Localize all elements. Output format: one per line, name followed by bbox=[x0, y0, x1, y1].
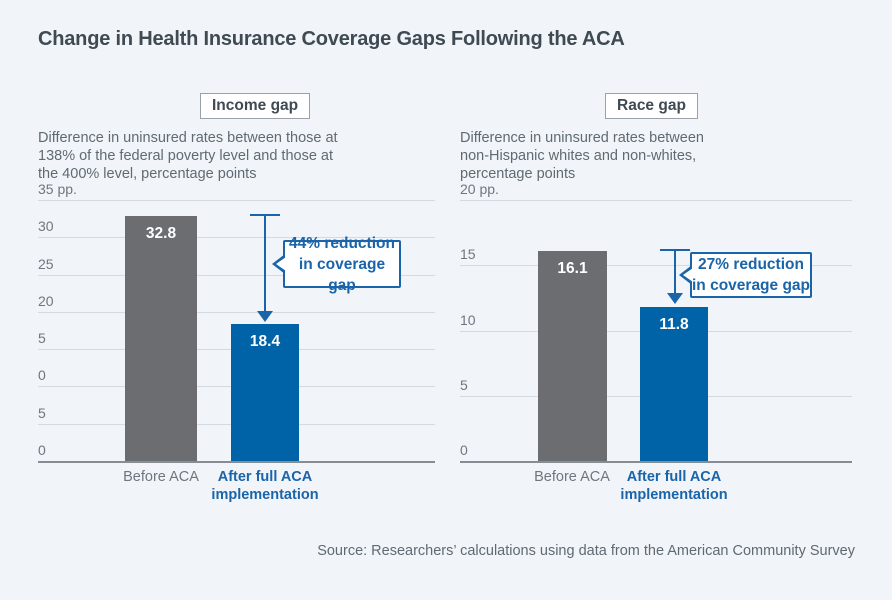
reduction-arrow-icon bbox=[667, 293, 683, 304]
race-gap-plot: 16.1 11.8 27% reduction in coverage gap … bbox=[460, 181, 852, 463]
subtitle-line: 138% of the federal poverty level and th… bbox=[38, 148, 334, 164]
page-title: Change in Health Insurance Coverage Gaps… bbox=[38, 28, 625, 50]
income-gap-subtitle: Difference in uninsured rates between th… bbox=[38, 129, 418, 183]
subtitle-line: percentage points bbox=[460, 166, 576, 182]
reduction-callout: 27% reduction in coverage gap bbox=[679, 252, 812, 298]
bar-before-aca: 16.1 bbox=[538, 251, 607, 461]
reduction-callout: 44% reduction in coverage gap bbox=[272, 235, 401, 294]
income-gap-plot: 32.8 18.4 44% reduction in coverage gap … bbox=[38, 181, 435, 463]
x-label-line: After full ACA bbox=[626, 469, 722, 485]
y-tick-label: 20 bbox=[38, 293, 54, 309]
y-gridline bbox=[38, 312, 435, 313]
x-label-line: implementation bbox=[211, 487, 319, 503]
subtitle-line: Difference in uninsured rates between th… bbox=[38, 130, 338, 146]
race-gap-subtitle: Difference in uninsured rates between no… bbox=[460, 129, 800, 183]
y-gridline bbox=[38, 237, 435, 238]
y-tick-label: 15 bbox=[460, 246, 476, 262]
y-gridline bbox=[460, 200, 852, 201]
y-tick-label: 20 pp. bbox=[460, 181, 499, 197]
y-tick-label: 35 pp. bbox=[38, 181, 77, 197]
y-tick-label: 5 bbox=[460, 377, 468, 393]
subtitle-line: non-Hispanic whites and non-whites, bbox=[460, 148, 697, 164]
reduction-arrow-icon bbox=[257, 311, 273, 322]
y-tick-label: 30 bbox=[38, 218, 54, 234]
bar-value-label: 16.1 bbox=[557, 260, 588, 277]
x-label-after-aca: After full ACA implementation bbox=[211, 468, 318, 504]
y-gridline bbox=[460, 265, 852, 266]
source-attribution: Source: Researchers’ calculations using … bbox=[317, 543, 855, 559]
reduction-arrow-line bbox=[674, 250, 676, 294]
bar-value-label: 18.4 bbox=[249, 333, 281, 350]
callout-text-line: in coverage gap bbox=[692, 277, 811, 294]
y-tick-label: 5 bbox=[38, 330, 46, 346]
reduction-arrow-line bbox=[264, 215, 266, 312]
x-label-before-aca: Before ACA bbox=[123, 469, 199, 485]
y-tick-label: 0 bbox=[38, 367, 46, 383]
callout-text-line: 44% reduction bbox=[289, 234, 395, 252]
y-gridline bbox=[38, 275, 435, 276]
y-tick-label: 10 bbox=[460, 312, 476, 328]
y-tick-label: 0 bbox=[460, 442, 468, 458]
x-label-line: After full ACA bbox=[217, 469, 313, 485]
subtitle-line: the 400% level, percentage points bbox=[38, 166, 257, 182]
callout-text-line: 27% reduction bbox=[698, 256, 804, 273]
bar-before-aca: 32.8 bbox=[125, 216, 197, 461]
y-gridline bbox=[38, 200, 435, 201]
callout-text-line: in coverage gap bbox=[298, 255, 386, 294]
y-tick-label: 25 bbox=[38, 256, 54, 272]
subtitle-line: Difference in uninsured rates between bbox=[460, 130, 704, 146]
income-gap-badge: Income gap bbox=[200, 93, 311, 119]
callout-pointer bbox=[683, 268, 693, 282]
race-gap-badge: Race gap bbox=[605, 93, 698, 119]
bar-after-aca: 18.4 bbox=[231, 324, 299, 461]
x-label-after-aca: After full ACA implementation bbox=[620, 468, 727, 504]
callout-pointer bbox=[276, 257, 286, 271]
bar-after-aca: 11.8 bbox=[640, 307, 708, 461]
y-tick-label: 0 bbox=[38, 442, 46, 458]
x-label-before-aca: Before ACA bbox=[534, 469, 610, 485]
x-label-line: implementation bbox=[620, 487, 728, 503]
y-tick-label: 5 bbox=[38, 405, 46, 421]
bar-value-label: 11.8 bbox=[659, 316, 689, 333]
bar-value-label: 32.8 bbox=[145, 225, 177, 242]
